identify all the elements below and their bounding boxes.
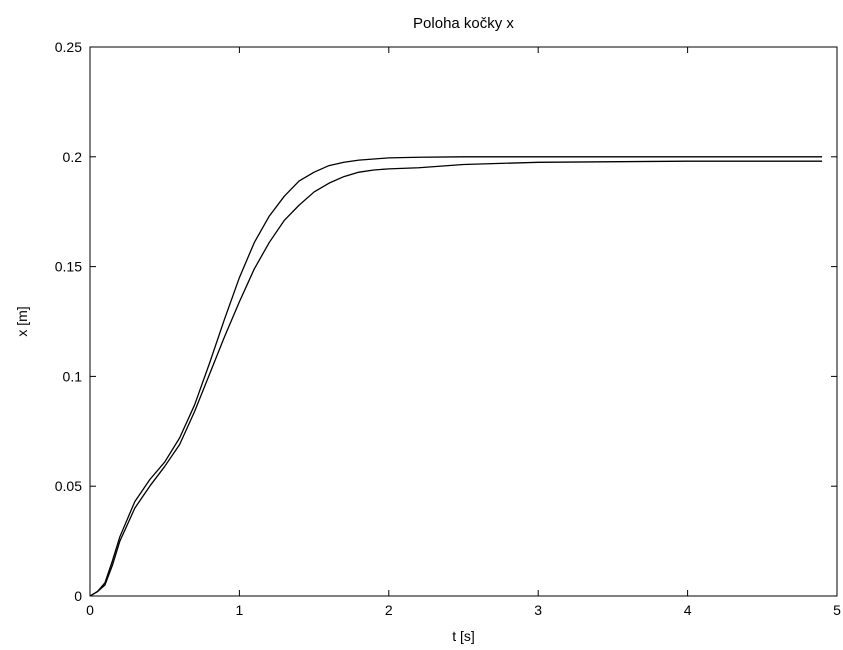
- x-tick-label: 1: [236, 602, 244, 618]
- x-tick-label: 5: [833, 602, 841, 618]
- x-tick-label: 2: [385, 602, 393, 618]
- y-tick-label: 0.1: [63, 368, 83, 384]
- y-axis-label: x [m]: [14, 306, 30, 336]
- plot-area: 0 1 2 3 4 5 0 0.05 0.1 0.15 0.2 0.25: [55, 39, 841, 618]
- y-tick-label: 0.2: [63, 149, 83, 165]
- x-tick-label: 0: [86, 602, 94, 618]
- x-tick-label: 3: [534, 602, 542, 618]
- y-tick-label: 0: [74, 588, 82, 604]
- y-tick-label: 0.25: [55, 39, 82, 55]
- chart-title: Poloha kočky x: [413, 15, 514, 32]
- series-line-2: [89, 160, 823, 597]
- y-tick-label: 0.05: [55, 478, 82, 494]
- x-tick-label: 4: [684, 602, 692, 618]
- x-axis-label: t [s]: [452, 628, 475, 644]
- y-tick-label: 0.15: [55, 259, 82, 275]
- plot-frame: [89, 46, 838, 597]
- series-line-1: [89, 156, 823, 597]
